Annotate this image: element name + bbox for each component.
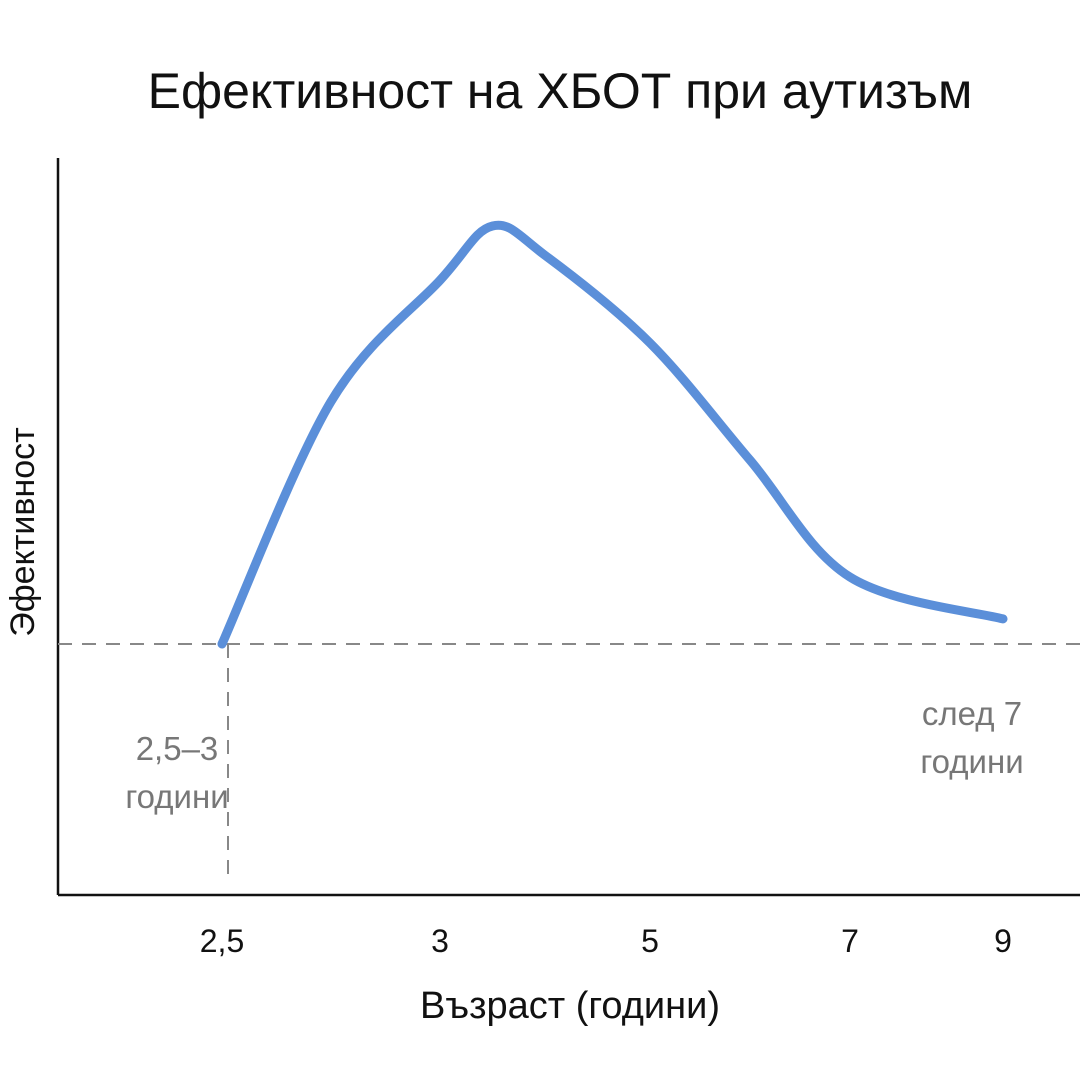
- x-tick-label: 2,5: [200, 923, 244, 959]
- annotation-text: години: [125, 778, 228, 815]
- x-tick-labels: 2,5 3 5 7 9: [200, 923, 1012, 959]
- annotation-text: 2,5–3: [136, 730, 219, 767]
- chart-title: Ефективност на ХБОТ при аутизъм: [148, 63, 973, 119]
- x-tick-label: 3: [431, 923, 449, 959]
- x-tick-label: 9: [994, 923, 1012, 959]
- annotations: 2,5–3 години след 7 години: [125, 695, 1023, 815]
- x-axis-label: Възраст (години): [420, 985, 720, 1027]
- x-tick-label: 5: [641, 923, 659, 959]
- annotation-text: години: [920, 743, 1023, 780]
- y-axis-label: Эфективност: [4, 427, 42, 636]
- x-tick-label: 7: [841, 923, 859, 959]
- efficacy-curve-line: [217, 220, 1008, 649]
- annotation-text: след 7: [922, 695, 1022, 732]
